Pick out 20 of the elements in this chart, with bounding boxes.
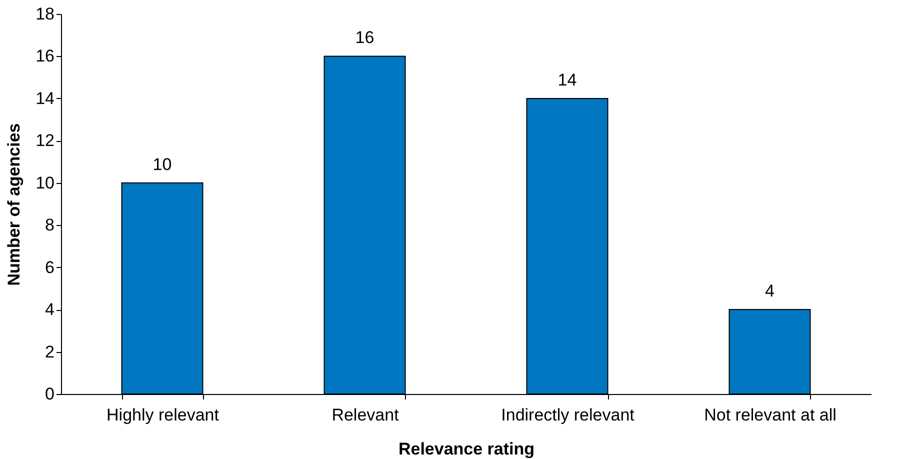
y-tick-label: 12 <box>36 131 54 150</box>
data-label: 16 <box>355 28 374 48</box>
x-tick-label: Relevant <box>332 406 400 424</box>
y-tick-label: 6 <box>45 258 54 277</box>
y-tick-label: 2 <box>45 342 54 362</box>
data-label: 14 <box>558 70 577 90</box>
x-tick-label: Indirectly relevant <box>501 406 635 424</box>
y-tick-label: 0 <box>45 384 54 404</box>
y-tick-label: 4 <box>45 300 54 320</box>
y-tick-label: 18 <box>36 4 54 24</box>
x-tick-label: Not relevant at all <box>704 406 836 424</box>
y-tick-label: 8 <box>45 216 54 235</box>
x-axis-title: Relevance rating <box>398 440 535 458</box>
data-label: 10 <box>152 154 172 174</box>
y-axis-title: Number of agencies <box>4 123 24 286</box>
y-tick-label: 10 <box>36 173 54 192</box>
data-label: 4 <box>765 282 774 301</box>
y-tick-label: 14 <box>36 88 54 108</box>
x-tick-label: Highly relevant <box>106 406 220 424</box>
y-tick-label: 16 <box>36 46 54 66</box>
